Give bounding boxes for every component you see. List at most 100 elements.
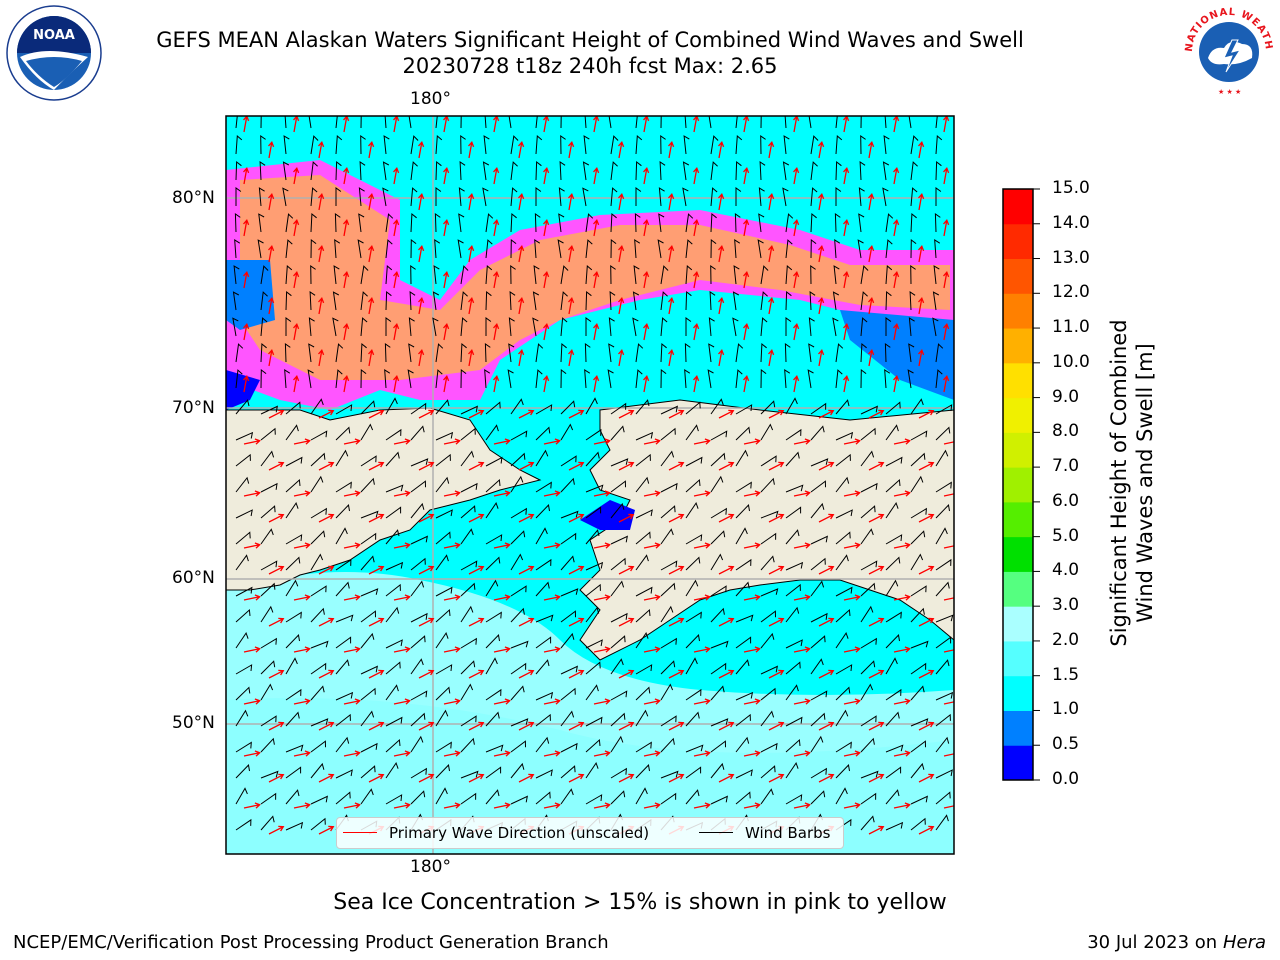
wind-barb [658,187,665,207]
wind-barb [910,135,919,155]
footer-credit: NCEP/EMC/Verification Post Processing Pr… [13,932,609,953]
wind-barb [710,135,719,155]
wind-barb [682,161,690,181]
wind-barb [732,291,740,311]
wave-arrow [893,374,900,393]
wave-arrow [618,296,625,315]
colorbar-tick-label: 11.0 [1052,317,1090,338]
wind-barb [784,343,791,363]
wave-arrow [618,409,635,419]
wind-barb [260,291,268,311]
wave-arrow [293,322,300,341]
wave-arrow [793,646,811,653]
wind-barb [935,116,938,129]
wind-barb [333,265,340,285]
wind-barb [860,683,874,701]
wave-arrow [268,825,285,835]
wind-barb [635,399,650,415]
wind-barb [585,317,592,336]
wind-barb [710,662,727,675]
wind-barb [710,430,728,441]
wind-barb [785,317,792,336]
wind-barb [260,116,262,129]
wind-barb [335,636,352,649]
wave-arrow [343,322,350,341]
siberia-land [226,407,542,591]
wave-arrow [493,322,500,341]
wind-barb [535,558,552,571]
wind-barb [510,640,529,649]
wind-barb [335,558,352,571]
wind-barb [685,556,701,571]
wind-barb [685,239,693,259]
wave-arrow [268,296,275,315]
wind-barb [432,317,439,337]
wind-barb [535,713,551,727]
wind-barb [285,634,300,649]
wind-barb [685,213,694,233]
wave-arrow [843,594,861,601]
wind-barb [235,134,243,155]
wind-barb [460,792,477,805]
wind-barb [834,239,841,259]
wind-barb [910,452,926,467]
wind-barb [835,632,849,649]
wind-barb [410,212,417,233]
wave-arrow [243,490,261,497]
wind-barb [510,553,524,571]
wind-barb [760,765,776,779]
wind-barb [410,265,416,285]
wind-barb [710,685,725,701]
wind-barb [935,614,954,623]
wind-barb [860,135,866,155]
wave-arrow [318,669,335,679]
wind-barb [460,265,469,285]
wind-barb [635,764,650,779]
wind-barb [510,530,526,545]
wave-arrow [843,750,861,757]
wind-barb [760,510,779,519]
wave-arrow [743,594,761,601]
wind-barb [585,213,594,233]
wave-arrow [643,166,650,185]
wave-arrow [543,750,561,757]
wind-barb [935,713,951,727]
wave-arrow [743,646,761,653]
wave-arrow [543,698,561,705]
wind-barb [660,505,676,519]
wind-barb [609,291,616,311]
wind-barb [335,343,344,363]
wind-barb [860,560,878,571]
chart-subtitle: 20230728 t18z 240h fcst Max: 2.65 [402,54,778,78]
wave-arrow [343,646,361,653]
wind-barb [485,424,499,441]
wave-arrow [418,140,425,159]
wave-arrow [468,348,475,367]
wind-barb [235,632,249,649]
wave-arrow [693,646,711,653]
wind-barb [410,458,429,467]
wind-barb [660,715,677,727]
wind-barb [560,742,578,753]
wave-arrow [593,270,600,289]
wave-arrow [268,669,285,679]
wind-barb [782,161,790,181]
wind-barb [235,608,251,623]
wind-barb [410,480,426,493]
wave-arrow [568,140,575,159]
wind-barb [935,504,950,519]
wave-arrow [368,296,375,315]
wind-barb [510,507,527,519]
wind-barb [434,213,441,233]
wave-arrow [243,750,261,757]
colorbar-segment [1003,606,1033,642]
wave-arrow [343,218,350,237]
wind-barb [260,405,278,415]
wave-arrow [543,594,561,601]
wave-arrow [243,438,261,445]
wind-barb [610,580,625,597]
wind-barb [660,450,675,467]
wind-barb [610,790,626,805]
wind-barb [285,711,300,727]
